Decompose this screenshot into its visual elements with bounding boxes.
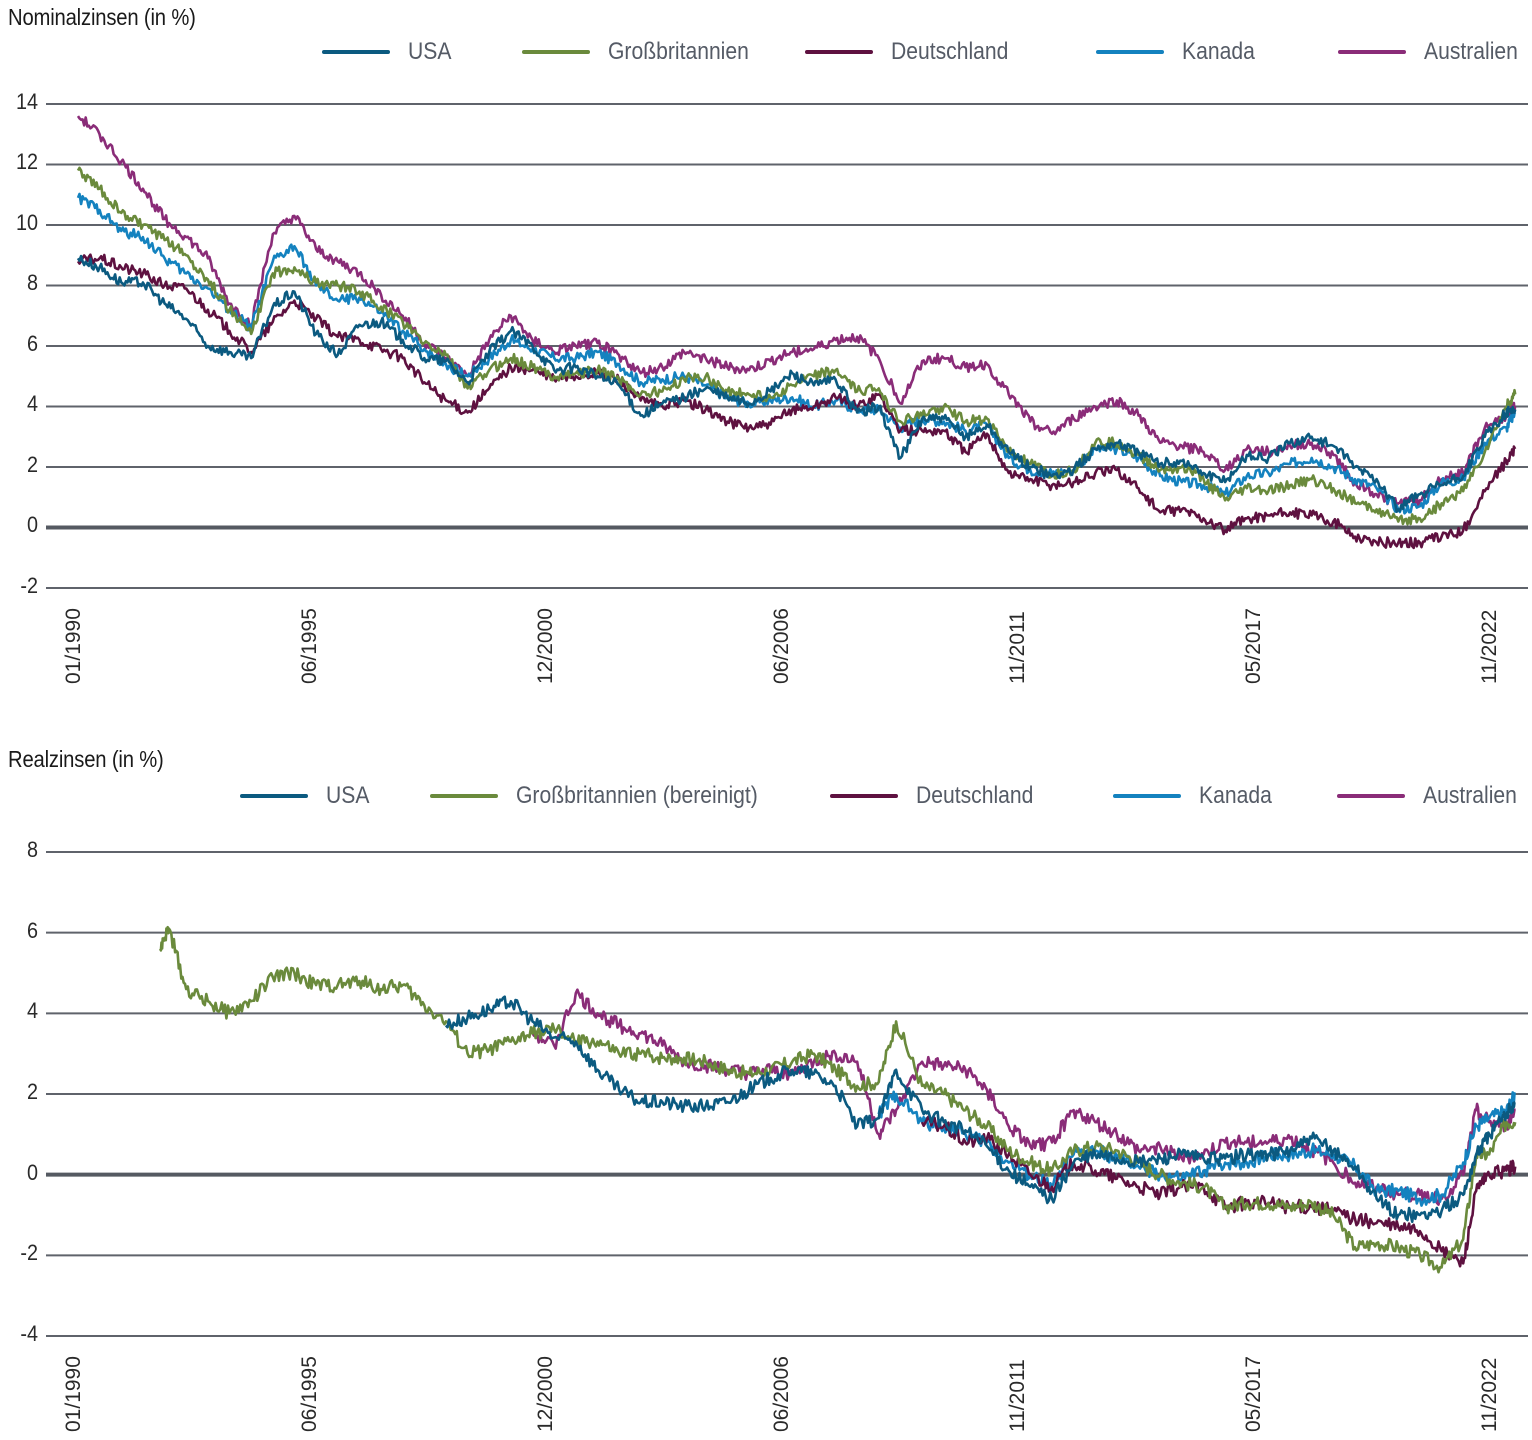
legend-label: USA	[326, 782, 370, 809]
legend-label: Australien	[1423, 782, 1517, 809]
series-line-usa	[76, 254, 1517, 513]
legend-item-au: Australien	[1337, 782, 1530, 810]
y-tick-label: 12	[15, 149, 38, 174]
legend-swatch-gb	[522, 50, 590, 54]
legend-item-ca: Kanada	[1096, 38, 1265, 66]
legend-item-au: Australien	[1338, 38, 1531, 66]
series-line-gro-britannien-bereinigt-	[159, 925, 1517, 1274]
legend-swatch-usa	[240, 794, 308, 798]
y-tick-label: 0	[26, 512, 38, 537]
y-tick-label: 8	[26, 270, 38, 295]
series-line-usa	[444, 995, 1516, 1224]
series-line-gro-britannien	[76, 166, 1517, 526]
legend-swatch-de	[805, 50, 873, 54]
legend-swatch-au	[1338, 50, 1406, 54]
legend-swatch-au	[1337, 794, 1405, 798]
series-line-deutschland	[920, 1115, 1517, 1268]
y-tick-label: 14	[15, 89, 38, 114]
legend-swatch-de	[830, 794, 898, 798]
legend-item-de: Deutschland	[805, 38, 1024, 66]
y-tick-label: 8	[26, 837, 38, 862]
y-tick-label: 4	[26, 391, 38, 416]
legend-label: Kanada	[1182, 38, 1255, 65]
y-tick-label: 6	[26, 918, 38, 943]
y-tick-label: 0	[26, 1160, 38, 1185]
y-tick-label: -4	[20, 1321, 38, 1346]
y-tick-label: 6	[26, 331, 38, 356]
y-tick-label: 2	[26, 452, 38, 477]
y-tick-label: 2	[26, 1079, 38, 1104]
legend-swatch-ca	[1113, 794, 1181, 798]
legend-swatch-usa	[322, 50, 390, 54]
legend-swatch-gb	[430, 794, 498, 798]
y-tick-label: -2	[20, 573, 38, 598]
legend-label: Großbritannien (bereinigt)	[516, 782, 758, 809]
nominal-plot-area	[46, 103, 1528, 589]
nominal-chart-title: Nominalzinsen (in %)	[8, 4, 196, 30]
legend-item-de: Deutschland	[830, 782, 1049, 810]
legend-item-gb: Großbritannien (bereinigt)	[430, 782, 791, 810]
y-tick-label: 4	[26, 998, 38, 1023]
legend-label: Kanada	[1199, 782, 1272, 809]
legend-label: Deutschland	[891, 38, 1009, 65]
real-chart-title: Realzinsen (in %)	[8, 746, 164, 772]
legend-item-usa: USA	[322, 38, 457, 66]
legend-label: Australien	[1424, 38, 1518, 65]
legend-label: Deutschland	[916, 782, 1034, 809]
legend-item-gb: Großbritannien	[522, 38, 768, 66]
legend-swatch-ca	[1096, 50, 1164, 54]
legend-item-ca: Kanada	[1113, 782, 1282, 810]
series-line-deutschland	[76, 253, 1517, 550]
series-line-kanada	[877, 1090, 1517, 1207]
legend-label: USA	[408, 38, 452, 65]
y-tick-label: 10	[15, 210, 38, 235]
legend-label: Großbritannien	[608, 38, 749, 65]
y-tick-label: -2	[20, 1240, 38, 1265]
series-line-australien	[76, 115, 1517, 509]
legend-item-usa: USA	[240, 782, 375, 810]
series-line-australien	[531, 988, 1516, 1206]
